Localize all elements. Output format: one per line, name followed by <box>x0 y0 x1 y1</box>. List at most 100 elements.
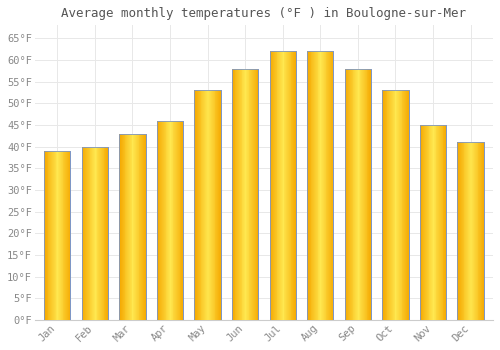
Bar <box>194 90 220 320</box>
Bar <box>386 90 388 320</box>
Bar <box>239 69 240 320</box>
Bar <box>444 125 445 320</box>
Bar <box>196 90 197 320</box>
Bar <box>436 125 438 320</box>
Bar <box>52 151 53 320</box>
Bar <box>240 69 242 320</box>
Bar <box>88 147 90 320</box>
Bar <box>158 121 160 320</box>
Bar <box>404 90 405 320</box>
Bar <box>82 147 84 320</box>
Bar <box>84 147 85 320</box>
Bar <box>312 51 313 320</box>
Bar <box>441 125 442 320</box>
Bar <box>426 125 427 320</box>
Bar <box>100 147 101 320</box>
Bar <box>218 90 219 320</box>
Bar <box>164 121 166 320</box>
Bar <box>480 142 481 320</box>
Bar <box>237 69 238 320</box>
Bar <box>482 142 483 320</box>
Bar <box>177 121 178 320</box>
Bar <box>166 121 168 320</box>
Bar <box>476 142 478 320</box>
Bar <box>126 134 127 320</box>
Bar <box>365 69 366 320</box>
Bar <box>253 69 254 320</box>
Bar <box>254 69 256 320</box>
Bar <box>366 69 368 320</box>
Bar <box>137 134 138 320</box>
Bar <box>198 90 199 320</box>
Bar <box>398 90 399 320</box>
Bar <box>120 134 121 320</box>
Bar <box>399 90 400 320</box>
Bar <box>351 69 352 320</box>
Bar <box>175 121 176 320</box>
Bar <box>50 151 51 320</box>
Bar <box>330 51 331 320</box>
Bar <box>61 151 62 320</box>
Bar <box>430 125 431 320</box>
Bar <box>439 125 440 320</box>
Bar <box>51 151 52 320</box>
Bar <box>60 151 61 320</box>
Bar <box>214 90 216 320</box>
Bar <box>431 125 432 320</box>
Bar <box>326 51 328 320</box>
Bar <box>346 69 348 320</box>
Bar <box>199 90 200 320</box>
Bar <box>127 134 128 320</box>
Bar <box>176 121 177 320</box>
Bar <box>282 51 284 320</box>
Bar <box>210 90 211 320</box>
Bar <box>364 69 365 320</box>
Bar <box>244 69 245 320</box>
Bar <box>171 121 172 320</box>
Bar <box>236 69 237 320</box>
Bar <box>250 69 251 320</box>
Bar <box>67 151 68 320</box>
Bar <box>54 151 56 320</box>
Bar <box>425 125 426 320</box>
Bar <box>360 69 362 320</box>
Bar <box>320 51 321 320</box>
Bar <box>462 142 464 320</box>
Bar <box>56 151 58 320</box>
Bar <box>295 51 296 320</box>
Bar <box>316 51 318 320</box>
Bar <box>478 142 480 320</box>
Bar <box>402 90 404 320</box>
Bar <box>391 90 392 320</box>
Bar <box>206 90 208 320</box>
Bar <box>383 90 384 320</box>
Bar <box>99 147 100 320</box>
Bar <box>475 142 476 320</box>
Bar <box>197 90 198 320</box>
Bar <box>284 51 286 320</box>
Bar <box>358 69 360 320</box>
Bar <box>65 151 66 320</box>
Bar <box>130 134 132 320</box>
Bar <box>96 147 98 320</box>
Bar <box>427 125 428 320</box>
Bar <box>157 121 158 320</box>
Bar <box>281 51 282 320</box>
Bar <box>286 51 287 320</box>
Bar <box>397 90 398 320</box>
Bar <box>483 142 484 320</box>
Bar <box>432 125 433 320</box>
Bar <box>388 90 389 320</box>
Bar <box>473 142 474 320</box>
Bar <box>472 142 473 320</box>
Bar <box>273 51 274 320</box>
Bar <box>464 142 466 320</box>
Bar <box>420 125 422 320</box>
Bar <box>328 51 329 320</box>
Bar <box>234 69 236 320</box>
Bar <box>278 51 279 320</box>
Bar <box>44 151 70 320</box>
Bar <box>440 125 441 320</box>
Bar <box>344 69 371 320</box>
Bar <box>68 151 70 320</box>
